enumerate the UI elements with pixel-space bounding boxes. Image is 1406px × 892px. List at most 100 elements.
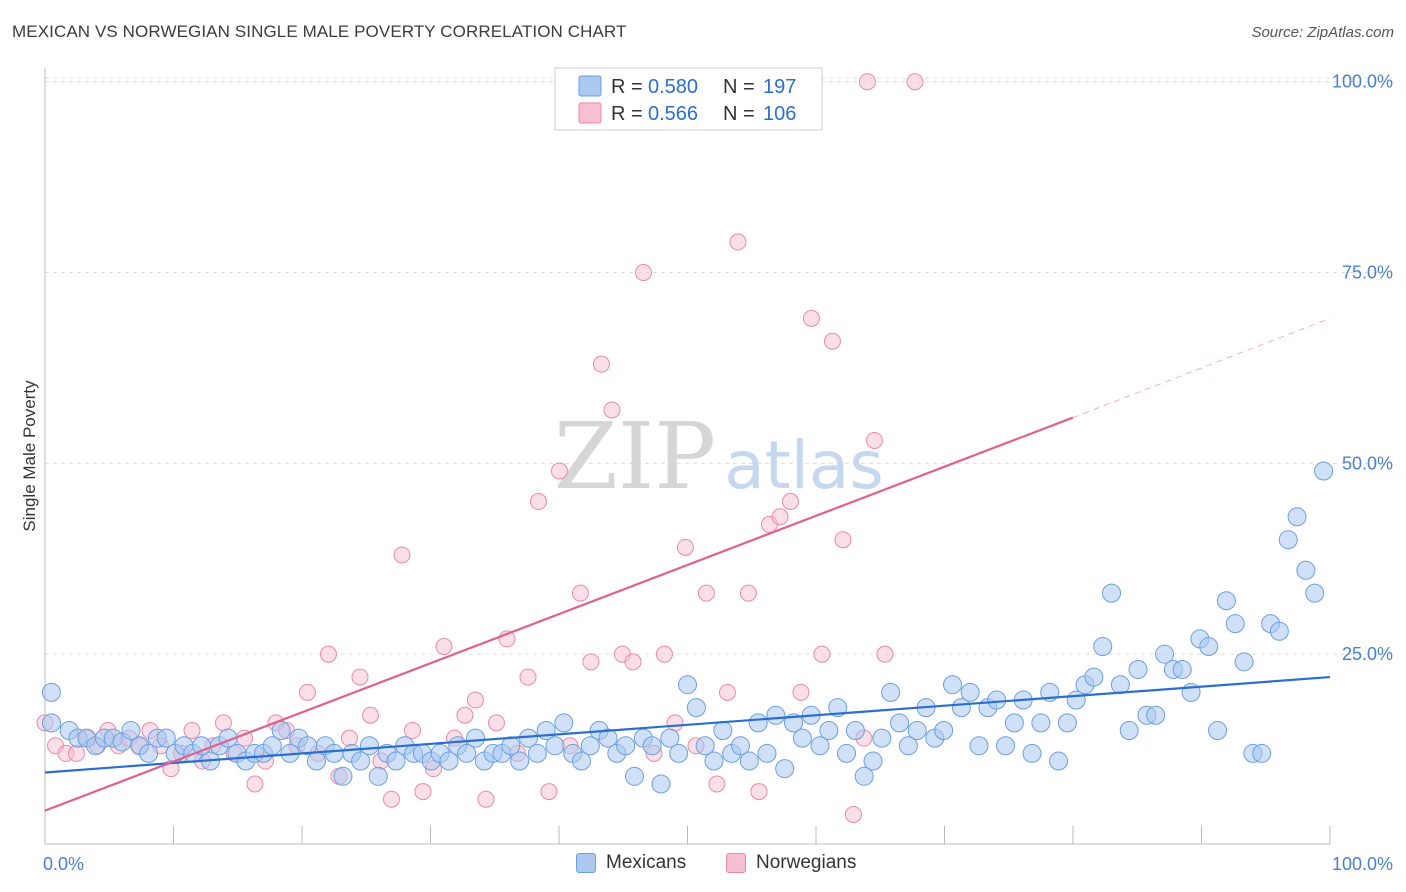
- mexicans-point: [845, 721, 865, 741]
- mexicans-point: [898, 736, 918, 756]
- mexicans-point: [527, 743, 547, 763]
- mexicans-point: [1102, 583, 1122, 603]
- norwegians-swatch: [726, 853, 746, 873]
- mexicans-point: [139, 743, 159, 763]
- mexicans-point: [1278, 530, 1298, 550]
- mexicans-point: [1119, 721, 1139, 741]
- mexicans-point: [1216, 591, 1236, 611]
- mexicans-point: [686, 698, 706, 718]
- norwegians-trend-line: [44, 416, 1074, 812]
- legend-mex-r-label: R =: [611, 76, 643, 98]
- mexicans-point: [863, 751, 883, 771]
- y-tick-label: 100.0%: [1332, 72, 1393, 92]
- norwegians-point: [603, 401, 621, 419]
- legend-item-mexicans[interactable]: Mexicans: [576, 852, 686, 874]
- norwegians-point: [393, 546, 411, 564]
- legend-item-norwegians[interactable]: Norwegians: [726, 852, 856, 874]
- norwegians-point: [382, 790, 400, 808]
- norwegians-point: [739, 584, 757, 602]
- mexicans-point: [704, 751, 724, 771]
- y-tick-label: 25.0%: [1342, 644, 1393, 664]
- norwegians-point: [183, 722, 201, 740]
- mexicans-point: [571, 751, 591, 771]
- norwegians-trend-extension: [1072, 317, 1331, 419]
- norwegians-point: [876, 645, 894, 663]
- norwegians-point: [708, 775, 726, 793]
- norwegians-point: [361, 706, 379, 724]
- watermark: ZIP atlas: [554, 403, 884, 510]
- legend-nor-r-label: R =: [611, 103, 643, 125]
- mexicans-point: [598, 728, 618, 748]
- mexicans-point: [1057, 713, 1077, 733]
- norwegians-point: [697, 584, 715, 602]
- norwegians-point: [781, 493, 799, 511]
- mexicans-point: [969, 736, 989, 756]
- gridlines: [45, 77, 1392, 655]
- mexicans-point: [890, 713, 910, 733]
- legend-label-mexicans: Mexicans: [606, 852, 687, 873]
- mexicans-point: [996, 736, 1016, 756]
- watermark-atlas: atlas: [724, 427, 884, 504]
- correlation-legend: R = 0.580 N = 197 R = 0.566 N = 106: [554, 67, 823, 131]
- mexicans-point: [439, 751, 459, 771]
- mexicans-point: [1049, 751, 1069, 771]
- norwegians-point: [844, 805, 862, 823]
- mexicans-point: [828, 698, 848, 718]
- legend-nor-n-label: N =: [723, 103, 755, 125]
- legend-mexicans-swatch: [578, 75, 602, 97]
- norwegians-point: [435, 638, 453, 656]
- mexicans-point: [872, 728, 892, 748]
- mexicans-point: [368, 766, 388, 786]
- norwegians-point: [67, 744, 85, 762]
- mexicans-point: [837, 743, 857, 763]
- mexicans-point: [766, 705, 786, 725]
- mexicans-point: [41, 713, 61, 733]
- mexicans-point: [333, 766, 353, 786]
- norwegians-point: [487, 714, 505, 732]
- legend-mex-n-value: 197: [763, 76, 796, 98]
- mexicans-point: [624, 766, 644, 786]
- norwegians-point: [340, 729, 358, 747]
- mexicans-point: [457, 743, 477, 763]
- series-legend: Mexicans Norwegians: [0, 852, 1406, 878]
- mexicans-point: [934, 721, 954, 741]
- norwegians-point: [906, 73, 924, 91]
- x-tick-label: 0.0%: [43, 854, 84, 874]
- y-tick-label: 75.0%: [1342, 263, 1393, 283]
- norwegians-point: [718, 683, 736, 701]
- mexicans-point: [792, 728, 812, 748]
- mexicans-swatch: [576, 853, 596, 873]
- norwegians-point: [676, 538, 694, 556]
- norwegians-point: [298, 683, 316, 701]
- mexicans-point: [1269, 621, 1289, 641]
- mexicans-point: [784, 713, 804, 733]
- mexicans-point: [1110, 675, 1130, 695]
- mexicans-point: [669, 743, 689, 763]
- mexicans-point: [810, 736, 830, 756]
- norwegians-point: [802, 309, 820, 327]
- norwegians-point: [792, 683, 810, 701]
- mexicans-point: [713, 721, 733, 741]
- x-tick-label: 100.0%: [1332, 854, 1393, 874]
- norwegians-point: [823, 332, 841, 350]
- mexicans-point: [510, 751, 530, 771]
- legend-nor-r-value: 0.566: [648, 103, 698, 125]
- norwegians-point: [624, 653, 642, 671]
- tick-labels: 25.0% 50.0% 75.0% 100.0% 0.0% 100.0%: [43, 72, 1393, 874]
- norwegians-point: [858, 73, 876, 91]
- norwegians-point: [592, 355, 610, 373]
- norwegians-point: [666, 714, 684, 732]
- mexicans-point: [1155, 644, 1175, 664]
- norwegians-point: [634, 264, 652, 282]
- mexicans-point: [616, 736, 636, 756]
- mexicans-point: [987, 690, 1007, 710]
- legend-mex-r-value: 0.580: [648, 76, 698, 98]
- mexicans-point: [1225, 614, 1245, 634]
- mexicans-point: [1305, 583, 1325, 603]
- mexicans-points: [41, 461, 1334, 794]
- y-axis-title: Single Male Poverty: [20, 380, 39, 532]
- mexicans-point: [1022, 743, 1042, 763]
- legend-norwegians-swatch: [578, 102, 602, 124]
- mexicans-point: [554, 713, 574, 733]
